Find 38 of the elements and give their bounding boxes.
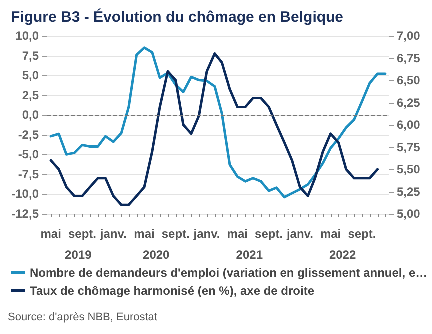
source-note: Source: d'après NBB, Eurostat (8, 312, 158, 324)
text: 2022 (329, 248, 356, 262)
y2-tick-label: 6,75 (397, 51, 421, 66)
x-tick-label: sept. (162, 227, 190, 241)
y2-tick-label: 5,00 (397, 207, 421, 221)
y2-tick-label: 6,50 (397, 74, 421, 88)
y-tick-label: -2,5 (18, 128, 40, 142)
y-tick-label: -5,0 (18, 148, 40, 162)
x-tick-label: mai (227, 227, 248, 241)
y2-tick-label: 5,75 (397, 140, 421, 154)
x-tick-label: janv. (192, 227, 220, 241)
y-tick-label: 7,5 (22, 48, 40, 63)
x-tick-label: sept. (348, 227, 376, 241)
text: 2020 (143, 248, 170, 262)
x-tick-label: janv. (286, 227, 314, 241)
y2-tick-label: 6,25 (397, 96, 421, 110)
y-tick-label: 5,0 (22, 68, 40, 83)
legend-label: Nombre de demandeurs d'emploi (variation en glissement annuel, e… (30, 266, 428, 280)
y-tick-label: -10,0 (12, 187, 40, 202)
x-tick-label: sept. (68, 227, 96, 241)
y2-tick-label: 6,00 (397, 118, 421, 132)
x-tick-label: mai (134, 227, 155, 241)
y2-tick-label: 7,00 (397, 29, 421, 43)
text: 2019 (65, 248, 92, 262)
y-tick-label: 10,0 (16, 29, 40, 43)
y-tick-label: 0,0 (22, 108, 40, 122)
y-tick-label: 2,5 (22, 88, 40, 102)
legend-label: Taux de chômage harmonisé (en %), axe de droite (30, 284, 315, 298)
text: 2021 (236, 248, 264, 262)
x-tick-label: mai (40, 227, 62, 241)
x-tick-label: janv. (99, 227, 127, 241)
y2-tick-label: 5,25 (397, 184, 421, 199)
y-tick-label: -7,5 (18, 167, 40, 182)
x-tick-label: mai (320, 227, 342, 241)
y-tick-label: -12,5 (12, 207, 40, 221)
y2-tick-label: 5,50 (397, 162, 421, 176)
x-tick-label: sept. (255, 227, 284, 241)
chart-title: Figure B3 - Évolution du chômage en Belgique (11, 8, 344, 26)
